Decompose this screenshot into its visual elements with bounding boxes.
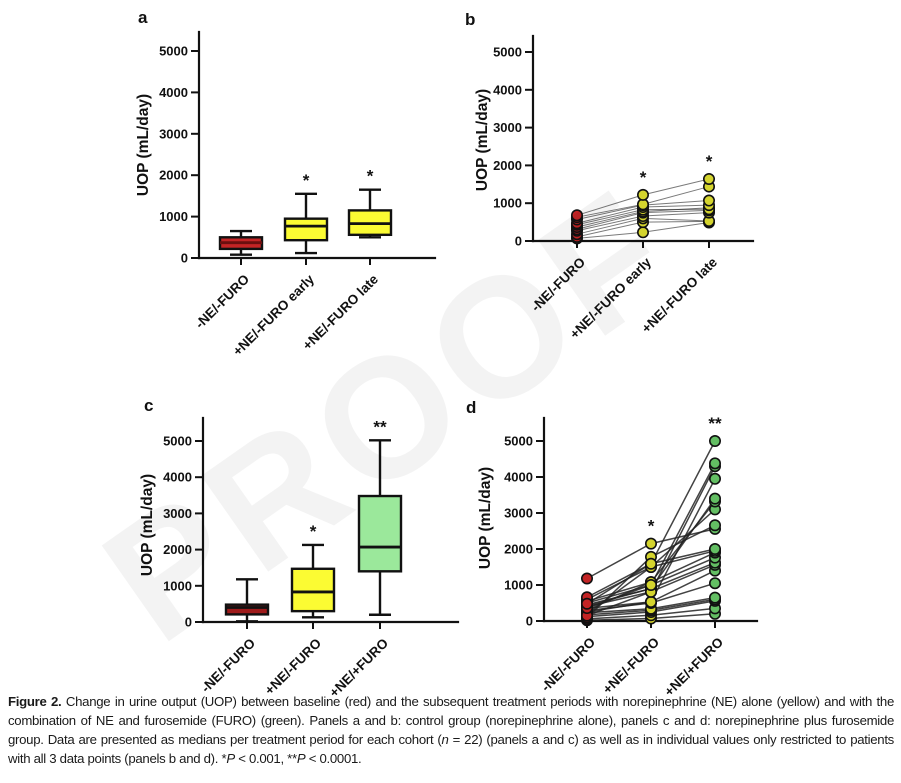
- significance-star: *: [640, 168, 647, 187]
- data-point: [637, 226, 650, 239]
- data-point: [637, 188, 650, 201]
- significance-star: *: [367, 167, 374, 186]
- y-tick-label: 5000: [493, 45, 522, 60]
- y-tick-label: 3000: [493, 120, 522, 135]
- data-point: [708, 577, 721, 590]
- data-point: [702, 194, 715, 207]
- x-category-label: -NE/-FURO: [192, 272, 252, 332]
- y-tick-label: 4000: [493, 82, 522, 97]
- y-tick-label: 2000: [493, 158, 522, 173]
- box-plot-box: [283, 217, 329, 242]
- caption-segment: n: [441, 732, 449, 748]
- data-point: [645, 557, 658, 570]
- caption-segment: < 0.0001.: [305, 751, 362, 767]
- significance-star: *: [706, 152, 713, 171]
- data-point: [581, 572, 594, 585]
- box-plot-box: [290, 567, 336, 613]
- data-point: [708, 434, 721, 447]
- box-plot-box: [357, 494, 403, 573]
- data-point: [571, 209, 584, 222]
- panel-a-label: a: [138, 8, 148, 27]
- y-tick-label: 5000: [163, 434, 192, 449]
- y-tick-label: 2000: [159, 168, 188, 183]
- y-axis-title: UOP (mL/day): [135, 94, 152, 196]
- y-tick-label: 5000: [159, 44, 188, 59]
- y-tick-label: 1000: [159, 209, 188, 224]
- box-plot-box: [224, 603, 270, 616]
- y-tick-label: 0: [181, 251, 188, 266]
- data-point: [708, 492, 721, 505]
- data-point: [702, 173, 715, 186]
- y-tick-label: 2000: [504, 542, 533, 557]
- caption-segment: Figure 2.: [8, 694, 62, 709]
- y-tick-label: 3000: [504, 506, 533, 521]
- significance-star: *: [648, 517, 655, 536]
- y-tick-label: 3000: [163, 506, 192, 521]
- x-category-label: -NE/-FURO: [528, 255, 588, 315]
- caption-segment: P: [226, 751, 235, 767]
- y-tick-label: 4000: [159, 85, 188, 100]
- caption-segment: < 0.001, **: [234, 751, 297, 767]
- data-point: [581, 597, 594, 610]
- y-tick-label: 4000: [504, 470, 533, 485]
- significance-star: *: [303, 171, 310, 190]
- x-category-label: -NE/-FURO: [198, 636, 258, 696]
- y-tick-label: 0: [185, 615, 192, 630]
- significance-star: **: [373, 417, 387, 436]
- y-axis-title: UOP (mL/day): [139, 474, 156, 576]
- x-category-label: -NE/-FURO: [538, 635, 598, 695]
- caption-segment: Change in urine output (UOP) between bas…: [8, 694, 894, 748]
- significance-star: *: [310, 522, 317, 541]
- caption-segment: = 22) (panels a and c) as well as in ind…: [8, 732, 894, 767]
- caption-segment: P: [296, 751, 306, 767]
- y-tick-label: 1000: [493, 196, 522, 211]
- y-tick-label: 2000: [163, 542, 192, 557]
- y-tick-label: 4000: [163, 470, 192, 485]
- data-point: [708, 543, 721, 556]
- x-category-label: +NE/-FURO: [600, 635, 662, 697]
- data-point: [645, 579, 658, 592]
- panel-d-label: d: [466, 398, 477, 417]
- x-category-label: +NE/-FURO: [262, 636, 324, 698]
- data-point: [708, 591, 721, 604]
- y-tick-label: 0: [526, 614, 533, 629]
- data-point: [708, 472, 721, 485]
- y-tick-label: 3000: [159, 126, 188, 141]
- panel-a-chart: 010002000300040005000-NE/-FURO+NE/-FURO …: [135, 30, 437, 359]
- y-tick-label: 5000: [504, 434, 533, 449]
- data-point: [708, 519, 721, 532]
- figure-caption: Figure 2. Change in urine output (UOP) b…: [8, 692, 894, 769]
- panel-c-chart: 0 1000 2000 3000 4000 5000 -NE/-FURO +NE/-FURO +…: [139, 416, 460, 701]
- significance-star: **: [708, 414, 722, 433]
- y-axis-title: UOP (mL/day): [477, 467, 494, 569]
- data-point: [645, 537, 658, 550]
- panel-b-label: b: [465, 10, 476, 29]
- panel-c-label: c: [144, 396, 154, 415]
- x-category-label: +NE/+FURO: [661, 635, 726, 700]
- panel-d-chart: 0 1000 2000 3000 4000 5000 -NE/-FURO +NE/-FURO +…: [477, 414, 759, 700]
- y-axis-title: UOP (mL/day): [474, 89, 491, 191]
- data-point: [708, 457, 721, 470]
- y-tick-label: 1000: [504, 578, 533, 593]
- data-point: [645, 595, 658, 608]
- panel-b-chart: 010002000300040005000-NE/-FURO+NE/-FURO …: [474, 34, 755, 342]
- x-category-label: +NE/+FURO: [326, 636, 391, 701]
- y-tick-label: 1000: [163, 578, 192, 593]
- y-tick-label: 0: [515, 234, 522, 249]
